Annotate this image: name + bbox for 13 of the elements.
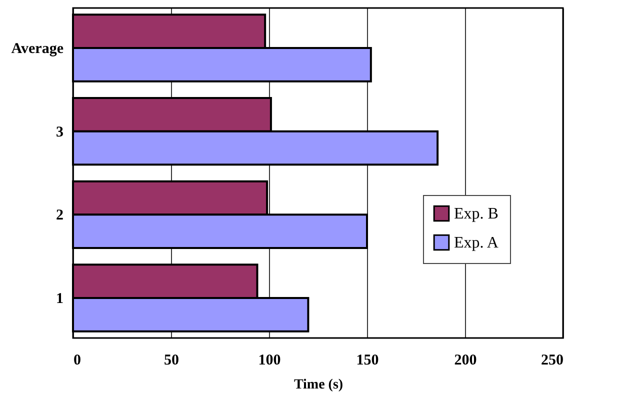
x-tick-label: 200 — [454, 352, 477, 368]
x-tick-label: 0 — [74, 352, 81, 368]
y-tick-label: 2 — [56, 208, 64, 224]
x-tick-label: 50 — [164, 352, 179, 368]
x-axis-title: Time (s) — [294, 378, 344, 392]
x-tick-label: 150 — [356, 352, 379, 368]
x-tick-label: 100 — [258, 352, 281, 368]
legend-label: Exp. B — [454, 206, 498, 222]
y-tick-label: Average — [11, 41, 64, 57]
y-tick-label: 1 — [56, 291, 64, 307]
legend-label: Exp. A — [454, 234, 499, 252]
y-tick-label: 3 — [56, 124, 64, 140]
x-tick-label: 250 — [541, 352, 564, 368]
